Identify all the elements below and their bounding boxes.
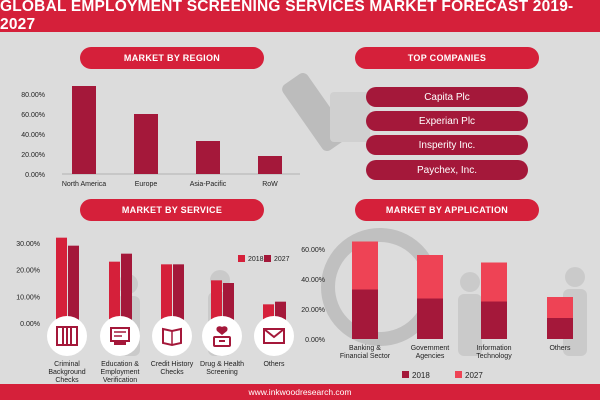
region-bar xyxy=(134,114,158,174)
page-title: GLOBAL EMPLOYMENT SCREENING SERVICES MAR… xyxy=(0,0,600,33)
application-bar-2018 xyxy=(547,318,573,339)
service-legend-2027: 2027 xyxy=(274,256,290,263)
service-xtick: Education & Employment Verification xyxy=(101,361,140,384)
drug-kit-icon xyxy=(202,316,242,356)
section-title-companies: TOP COMPANIES xyxy=(355,47,539,69)
service-bar-2018 xyxy=(211,280,222,323)
envelope-icon xyxy=(254,316,294,356)
company-paychex: Paychex, Inc. xyxy=(366,160,528,180)
application-bar-2027 xyxy=(352,241,378,290)
section-title-region: MARKET BY REGION xyxy=(80,47,264,69)
application-ytick: 40.00% xyxy=(301,277,325,284)
region-ytick: 20.00% xyxy=(21,152,45,159)
service-bar-2027 xyxy=(275,301,286,323)
service-legend-swatch-2027 xyxy=(264,255,271,262)
application-ytick: 60.00% xyxy=(301,247,325,254)
service-ytick: 20.00% xyxy=(16,268,40,275)
service-xtick: Others xyxy=(263,361,285,368)
service-bar-2018 xyxy=(56,237,67,323)
service-ytick: 0.00% xyxy=(20,321,40,328)
application-xtick: Information Technology xyxy=(476,345,512,360)
service-bar-2027 xyxy=(121,253,132,323)
region-ytick: 40.00% xyxy=(21,132,45,139)
application-bar-2018 xyxy=(481,301,507,339)
service-bar-2018 xyxy=(109,261,120,323)
application-xtick: Government Agencies xyxy=(411,345,450,360)
service-bar-2027 xyxy=(223,283,234,323)
application-legend-2027: 2027 xyxy=(465,371,483,380)
company-capita: Capita Plc xyxy=(366,87,528,107)
region-bar xyxy=(196,141,220,174)
application-bar-2027 xyxy=(547,297,573,318)
region-xtick: Europe xyxy=(135,181,158,188)
service-bar-2027 xyxy=(173,264,184,323)
prison-bars-icon xyxy=(47,316,87,356)
service-ytick: 30.00% xyxy=(16,241,40,248)
service-ytick: 10.00% xyxy=(16,294,40,301)
service-xtick: Criminal Background Checks xyxy=(48,361,85,384)
application-ytick: 0.00% xyxy=(305,337,325,344)
application-legend-swatch-2027 xyxy=(455,371,462,378)
application-bar-2018 xyxy=(417,298,443,339)
service-legend-2018: 2018 xyxy=(248,256,264,263)
section-title-application: MARKET BY APPLICATION xyxy=(355,199,539,221)
application-bar-2027 xyxy=(481,262,507,302)
application-bar-2027 xyxy=(417,255,443,299)
region-xtick: North America xyxy=(62,181,106,188)
footer-url[interactable]: www.inkwoodresearch.com xyxy=(0,384,600,400)
application-ytick: 20.00% xyxy=(301,307,325,314)
ledger-icon xyxy=(152,316,192,356)
region-bar xyxy=(258,156,282,174)
service-bar-2018 xyxy=(161,264,172,323)
application-legend-swatch-2018 xyxy=(402,371,409,378)
region-bar xyxy=(72,86,96,174)
service-legend-swatch-2018 xyxy=(238,255,245,262)
region-ytick: 80.00% xyxy=(21,92,45,99)
service-xtick: Credit History Checks xyxy=(151,361,194,376)
section-title-service: MARKET BY SERVICE xyxy=(80,199,264,221)
service-bar-2027 xyxy=(68,245,79,323)
region-xtick: RoW xyxy=(262,181,278,188)
region-xtick: Asia-Pacific xyxy=(190,181,227,188)
diploma-icon xyxy=(100,316,140,356)
application-bar-2018 xyxy=(352,289,378,339)
application-legend-2018: 2018 xyxy=(412,371,430,380)
service-xtick: Drug & Health Screening xyxy=(200,361,244,376)
region-ytick: 0.00% xyxy=(25,172,45,179)
service-bar-2018 xyxy=(263,304,274,323)
application-xtick: Banking & Financial Sector xyxy=(340,345,391,360)
company-experian: Experian Plc xyxy=(366,111,528,131)
region-ytick: 60.00% xyxy=(21,112,45,119)
company-insperity: Insperity Inc. xyxy=(366,135,528,155)
application-xtick: Others xyxy=(549,345,571,352)
